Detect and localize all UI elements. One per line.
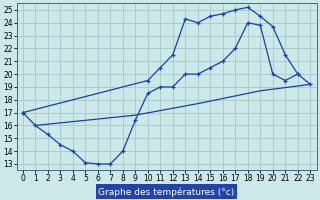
X-axis label: Graphe des températures (°c): Graphe des températures (°c): [99, 187, 235, 197]
